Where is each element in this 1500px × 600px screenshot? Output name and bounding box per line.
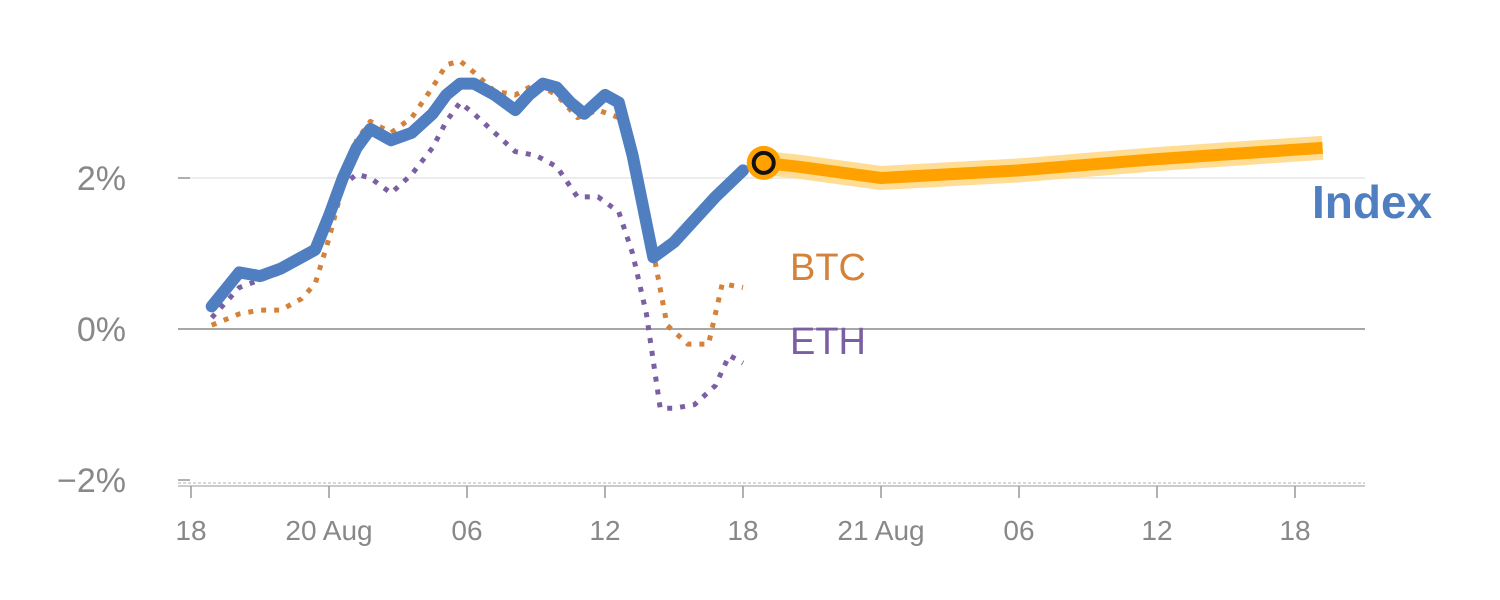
x-tick-label: 12 [1141,515,1172,546]
forecast-start-marker [751,150,776,175]
series-group [205,58,749,411]
x-axis: 18 20 Aug 06 12 18 21 Aug 06 12 18 [175,485,1365,546]
forecast-group [746,135,1324,190]
x-tick-label: 06 [451,515,482,546]
x-tick-label: 21 Aug [837,515,924,546]
x-tick-label: 12 [589,515,620,546]
x-tick-label: 06 [1003,515,1034,546]
y-axis: 2% 0% −2% [57,160,190,500]
y-tick-label: 2% [77,160,126,198]
index-label: Index [1312,176,1433,228]
x-tick-label: 18 [1279,515,1310,546]
x-tick-label: 20 Aug [285,515,372,546]
x-tick-label: 18 [727,515,758,546]
y-tick-label: −2% [57,462,126,500]
x-tick-label: 18 [175,515,206,546]
btc-label: BTC [790,247,866,289]
series-labels: BTC ETH Index [790,176,1433,363]
forecast-line [763,141,1324,184]
series-btc-line [210,58,744,347]
gridlines [178,177,1365,484]
eth-label: ETH [790,321,866,363]
series-index-line [205,77,749,313]
y-tick-label: 0% [77,311,126,349]
